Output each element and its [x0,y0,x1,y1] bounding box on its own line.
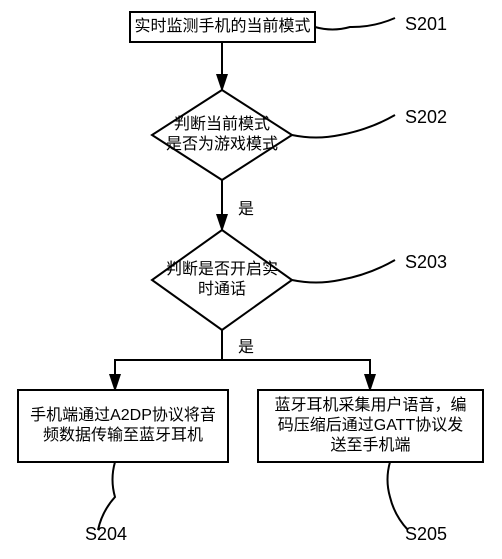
step-s202: S202 [292,107,447,138]
step-s203: S203 [292,252,447,283]
flowchart-canvas: 是是 实时监测手机的当前模式判断当前模式是否为游戏模式判断是否开启实时通话手机端… [0,0,502,559]
text-n4-line-0: 手机端通过A2DP协议将音 [30,406,216,424]
edge-4 [222,360,370,390]
text-n5-line-0: 蓝牙耳机采集用户语音，编 [274,396,466,414]
step-label-s202: S202 [405,107,447,127]
edge-3 [115,360,222,390]
node-n4: 手机端通过A2DP协议将音频数据传输至蓝牙耳机 [18,390,228,462]
step-s205: S205 [388,462,448,544]
node-n1: 实时监测手机的当前模式 [130,12,315,42]
node-n3: 判断是否开启实时通话 [152,230,292,330]
step-label-s204: S204 [85,524,127,544]
node-n2: 判断当前模式是否为游戏模式 [152,90,292,180]
step-label-s203: S203 [405,252,447,272]
text-n3-line-1: 时通话 [198,280,246,298]
step-label-s205: S205 [405,524,447,544]
rect-n4 [18,390,228,462]
leader-s204 [98,462,115,530]
node-n5: 蓝牙耳机采集用户语音，编码压缩后通过GATT协议发送至手机端 [258,390,483,462]
edge-label-2: 是 [238,339,254,356]
leader-s205 [388,462,409,530]
step-label-s201: S201 [405,14,447,34]
step-s204: S204 [85,462,127,544]
text-n4-line-1: 频数据传输至蓝牙耳机 [43,426,203,444]
leader-s201 [315,18,395,30]
leader-s203 [292,260,395,283]
text-n1-line-0: 实时监测手机的当前模式 [134,17,310,35]
text-n2-line-1: 是否为游戏模式 [166,135,278,153]
text-n5-line-2: 送至手机端 [330,436,410,454]
step-s201: S201 [315,14,447,34]
diamond-n2 [152,90,292,180]
leader-s202 [292,115,395,138]
diamond-n3 [152,230,292,330]
text-n5-line-1: 码压缩后通过GATT协议发 [278,416,463,434]
text-n2-line-0: 判断当前模式 [174,115,270,133]
edge-label-1: 是 [238,201,254,218]
text-n3-line-0: 判断是否开启实 [166,260,278,278]
